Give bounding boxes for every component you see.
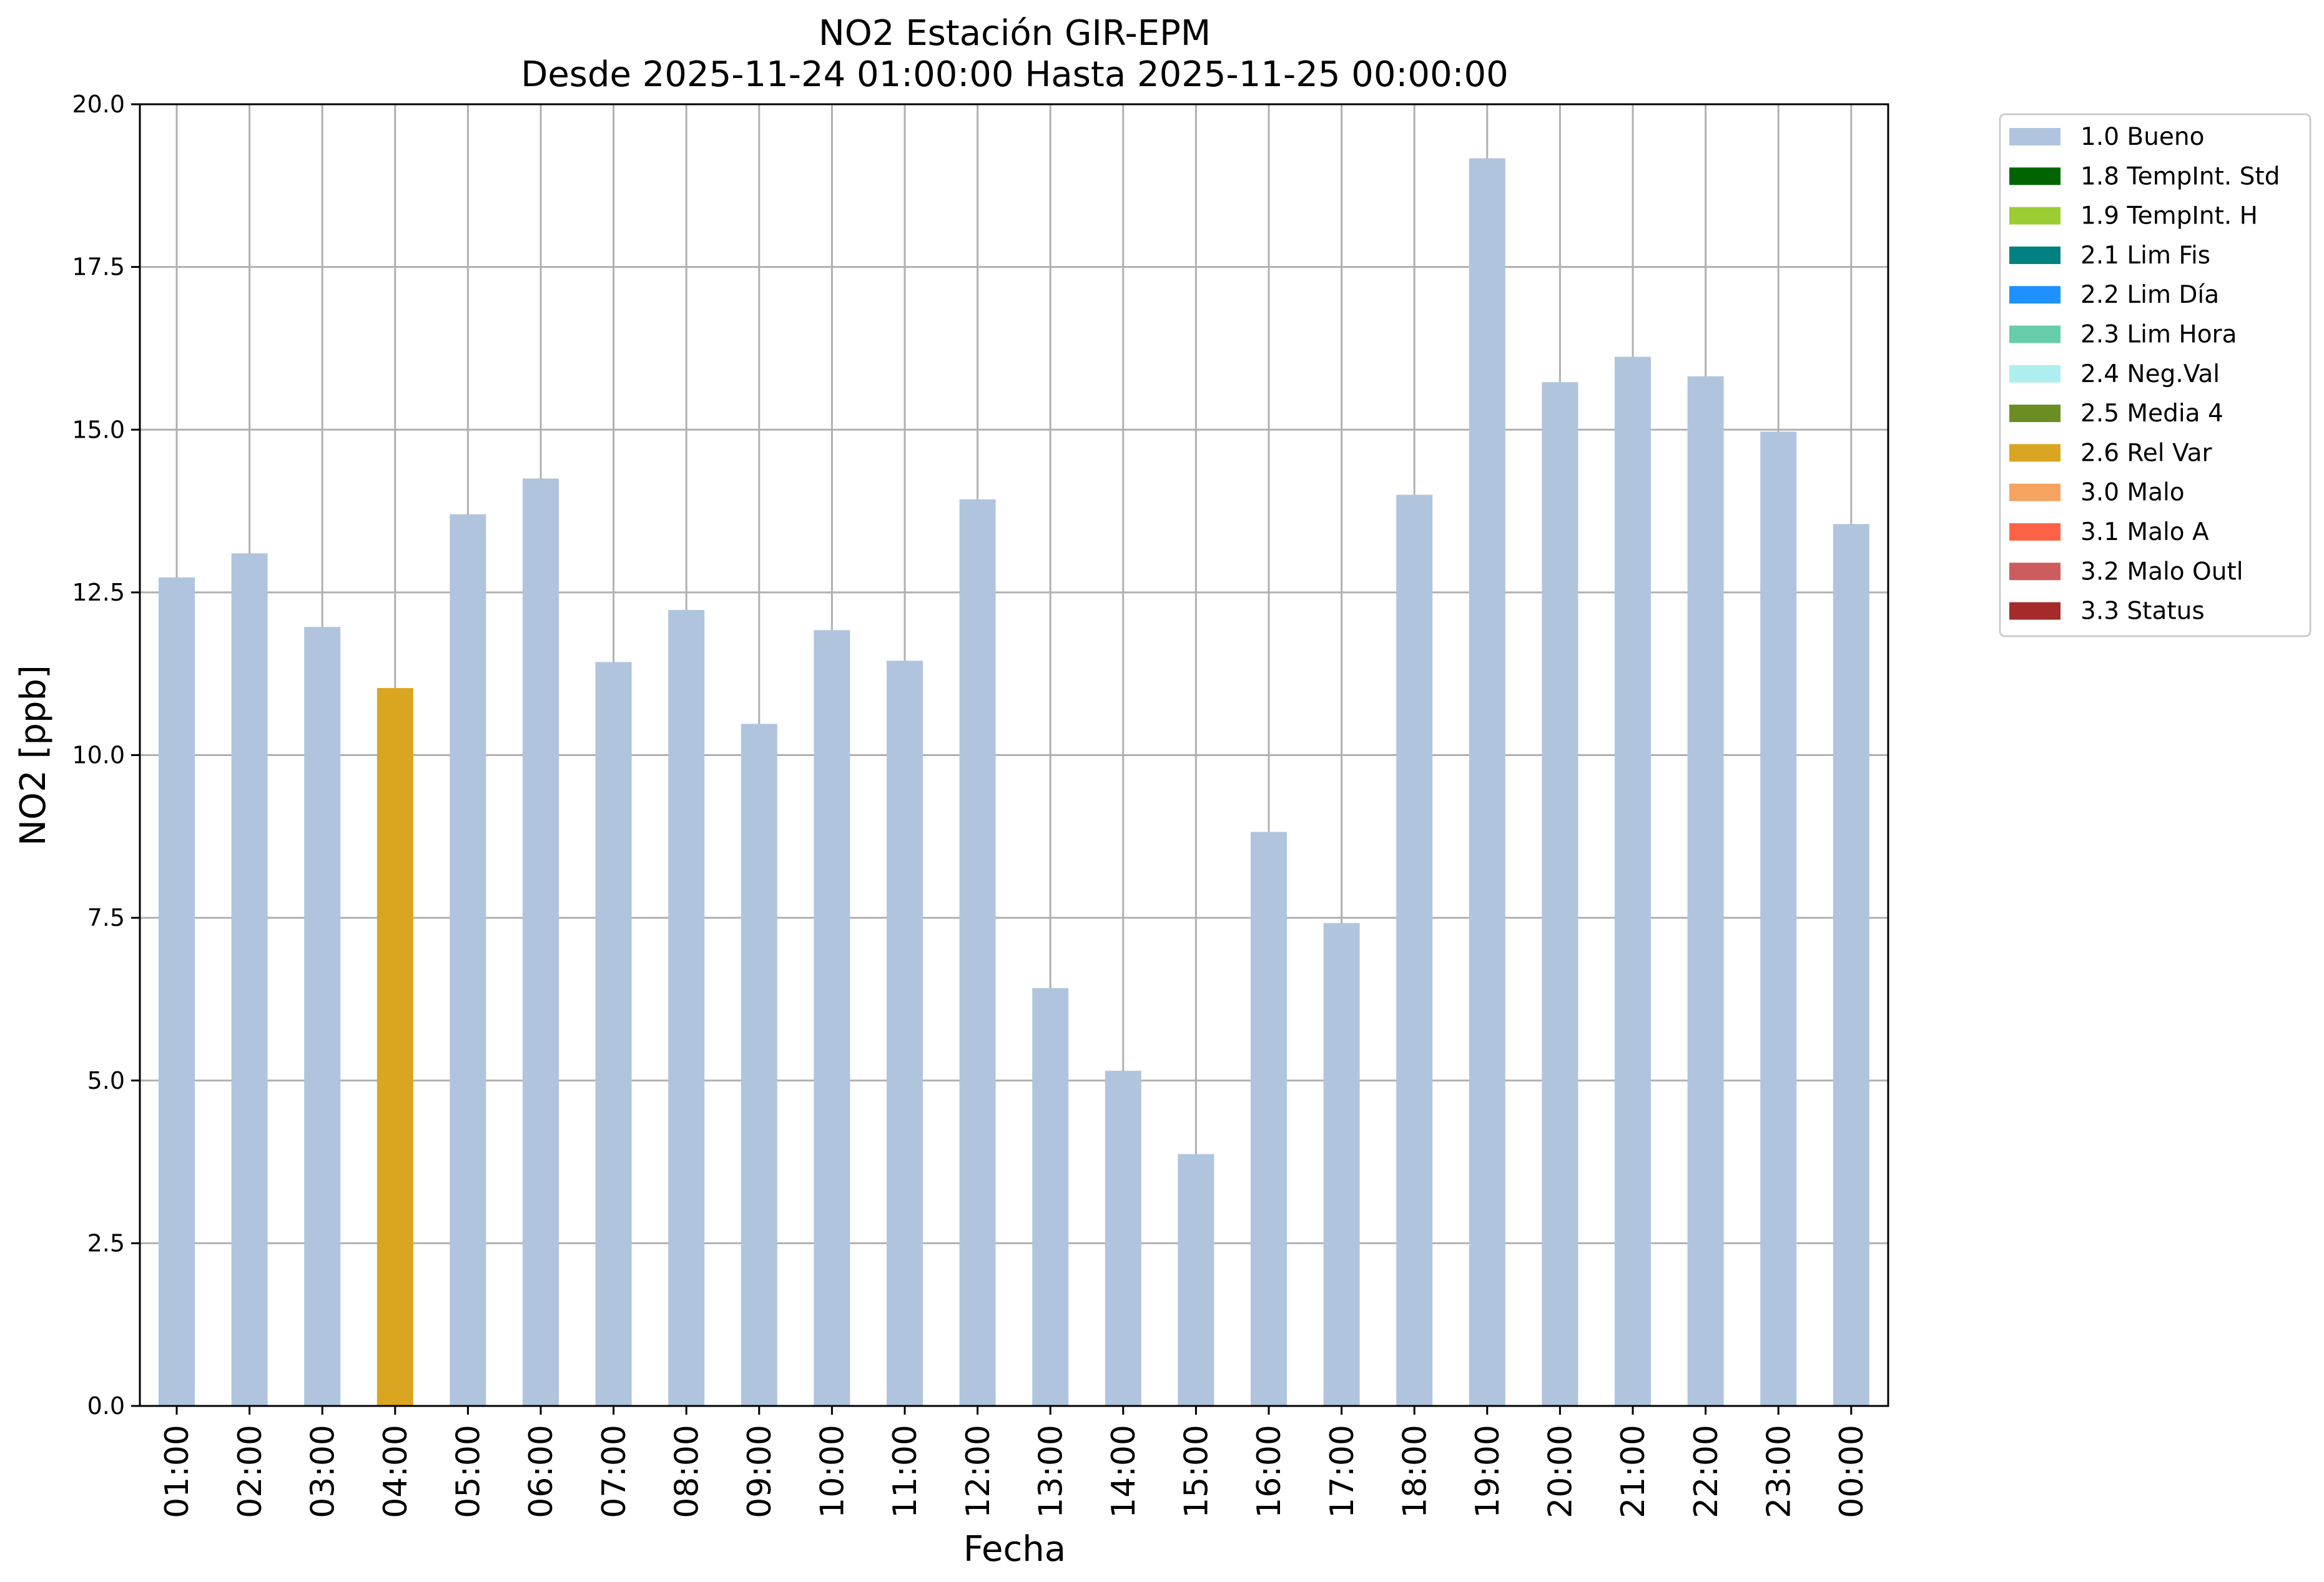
y-tick-label: 20.0	[72, 91, 125, 118]
x-axis-label: Fecha	[963, 1529, 1066, 1570]
bar	[887, 661, 923, 1406]
y-tick-label: 7.5	[87, 904, 125, 931]
x-tick-label: 05:00	[450, 1425, 488, 1518]
bar	[304, 627, 341, 1407]
x-tick-label: 04:00	[377, 1425, 415, 1518]
y-tick-label: 2.5	[87, 1229, 125, 1257]
x-tick-label: 19:00	[1469, 1425, 1507, 1518]
y-tick-label: 15.0	[72, 416, 125, 443]
x-tick-label: 01:00	[159, 1425, 196, 1518]
x-tick-label: 08:00	[668, 1425, 706, 1518]
x-tick-label: 17:00	[1324, 1425, 1361, 1518]
x-tick-label: 18:00	[1396, 1425, 1434, 1518]
legend-swatch	[2009, 246, 2061, 264]
legend-label: 1.0 Bueno	[2080, 123, 2204, 151]
y-axis-label: NO2 [ppb]	[13, 665, 54, 846]
bar	[377, 688, 413, 1406]
bar	[523, 478, 559, 1406]
x-tick-label: 15:00	[1178, 1425, 1216, 1518]
legend-swatch	[2009, 207, 2061, 225]
legend-label: 1.8 TempInt. Std	[2080, 162, 2280, 190]
y-tick-label: 0.0	[87, 1392, 125, 1420]
legend-swatch	[2009, 365, 2061, 383]
legend-label: 3.0 Malo	[2080, 479, 2185, 507]
x-tick-label: 22:00	[1688, 1425, 1725, 1518]
legend-label: 2.5 Media 4	[2080, 400, 2223, 428]
x-tick-label: 12:00	[960, 1425, 997, 1518]
bar	[1833, 524, 1869, 1406]
legend-label: 1.9 TempInt. H	[2080, 202, 2258, 230]
chart-title: NO2 Estación GIR-EPM	[819, 13, 1211, 54]
x-tick-label: 20:00	[1542, 1425, 1580, 1518]
legend-label: 2.6 Rel Var	[2080, 439, 2213, 467]
bar	[1469, 158, 1505, 1407]
x-tick-label: 09:00	[741, 1425, 779, 1518]
bar	[450, 514, 486, 1406]
bar	[1687, 376, 1724, 1406]
x-tick-label: 13:00	[1032, 1425, 1070, 1518]
bar	[668, 610, 705, 1407]
legend-label: 2.4 Neg.Val	[2080, 360, 2220, 388]
x-tick-label: 21:00	[1615, 1425, 1652, 1518]
y-tick-label: 12.5	[72, 579, 125, 606]
x-axis: 01:00 02:00 03:00 04:00 05:00 06:00 07:00 08:00…	[159, 1406, 1871, 1518]
legend-swatch	[2009, 325, 2061, 343]
bars	[159, 158, 1869, 1407]
x-tick-label: 14:00	[1105, 1425, 1143, 1518]
y-tick-label: 5.0	[87, 1067, 125, 1094]
x-tick-label: 02:00	[232, 1425, 269, 1518]
legend-label: 2.2 Lim Día	[2080, 281, 2219, 309]
bar	[959, 499, 996, 1406]
x-tick-label: 00:00	[1833, 1425, 1871, 1518]
bar	[1760, 431, 1797, 1407]
bar	[231, 553, 268, 1407]
bar	[1178, 1154, 1214, 1406]
bar	[1396, 494, 1433, 1406]
y-axis: 0.0 2.5 5.0 7.5 10.0 12.5 15.0 17.5 20.0	[72, 91, 140, 1420]
x-tick-label: 11:00	[887, 1425, 924, 1518]
x-tick-label: 10:00	[814, 1425, 852, 1518]
x-tick-label: 23:00	[1760, 1425, 1798, 1518]
bar	[1323, 923, 1360, 1406]
bar	[1251, 832, 1287, 1406]
legend-swatch	[2009, 602, 2061, 620]
legend-swatch	[2009, 286, 2061, 304]
legend-swatch	[2009, 167, 2061, 185]
legend-swatch	[2009, 523, 2061, 541]
y-tick-label: 10.0	[72, 742, 125, 769]
x-tick-label: 03:00	[304, 1425, 342, 1518]
y-tick-label: 17.5	[72, 253, 125, 281]
legend-swatch	[2009, 444, 2061, 462]
x-tick-label: 07:00	[596, 1425, 633, 1518]
bar	[1032, 988, 1069, 1406]
x-tick-label: 16:00	[1251, 1425, 1288, 1518]
legend-swatch	[2009, 483, 2061, 501]
legend-label: 3.3 Status	[2080, 597, 2205, 626]
legend: 1.0 Bueno 1.8 TempInt. Std 1.9 TempInt. H 2…	[1999, 113, 2312, 637]
bar	[814, 630, 850, 1406]
bar	[1615, 356, 1651, 1406]
bar	[1542, 382, 1578, 1407]
legend-swatch	[2009, 563, 2061, 581]
x-tick-label: 06:00	[523, 1425, 560, 1518]
legend-label: 2.3 Lim Hora	[2080, 321, 2237, 349]
legend-label: 2.1 Lim Fis	[2080, 242, 2210, 270]
bar	[741, 724, 777, 1406]
bar	[595, 662, 632, 1406]
legend-label: 3.1 Malo A	[2080, 518, 2209, 546]
bar	[159, 577, 195, 1407]
legend-swatch	[2009, 128, 2061, 145]
legend-frame	[1999, 113, 2312, 637]
bar	[1105, 1071, 1141, 1406]
legend-label: 3.2 Malo Outl	[2080, 558, 2243, 586]
legend-swatch	[2009, 405, 2061, 423]
chart-subtitle: Desde 2025-11-24 01:00:00 Hasta 2025-11-…	[521, 54, 1509, 95]
